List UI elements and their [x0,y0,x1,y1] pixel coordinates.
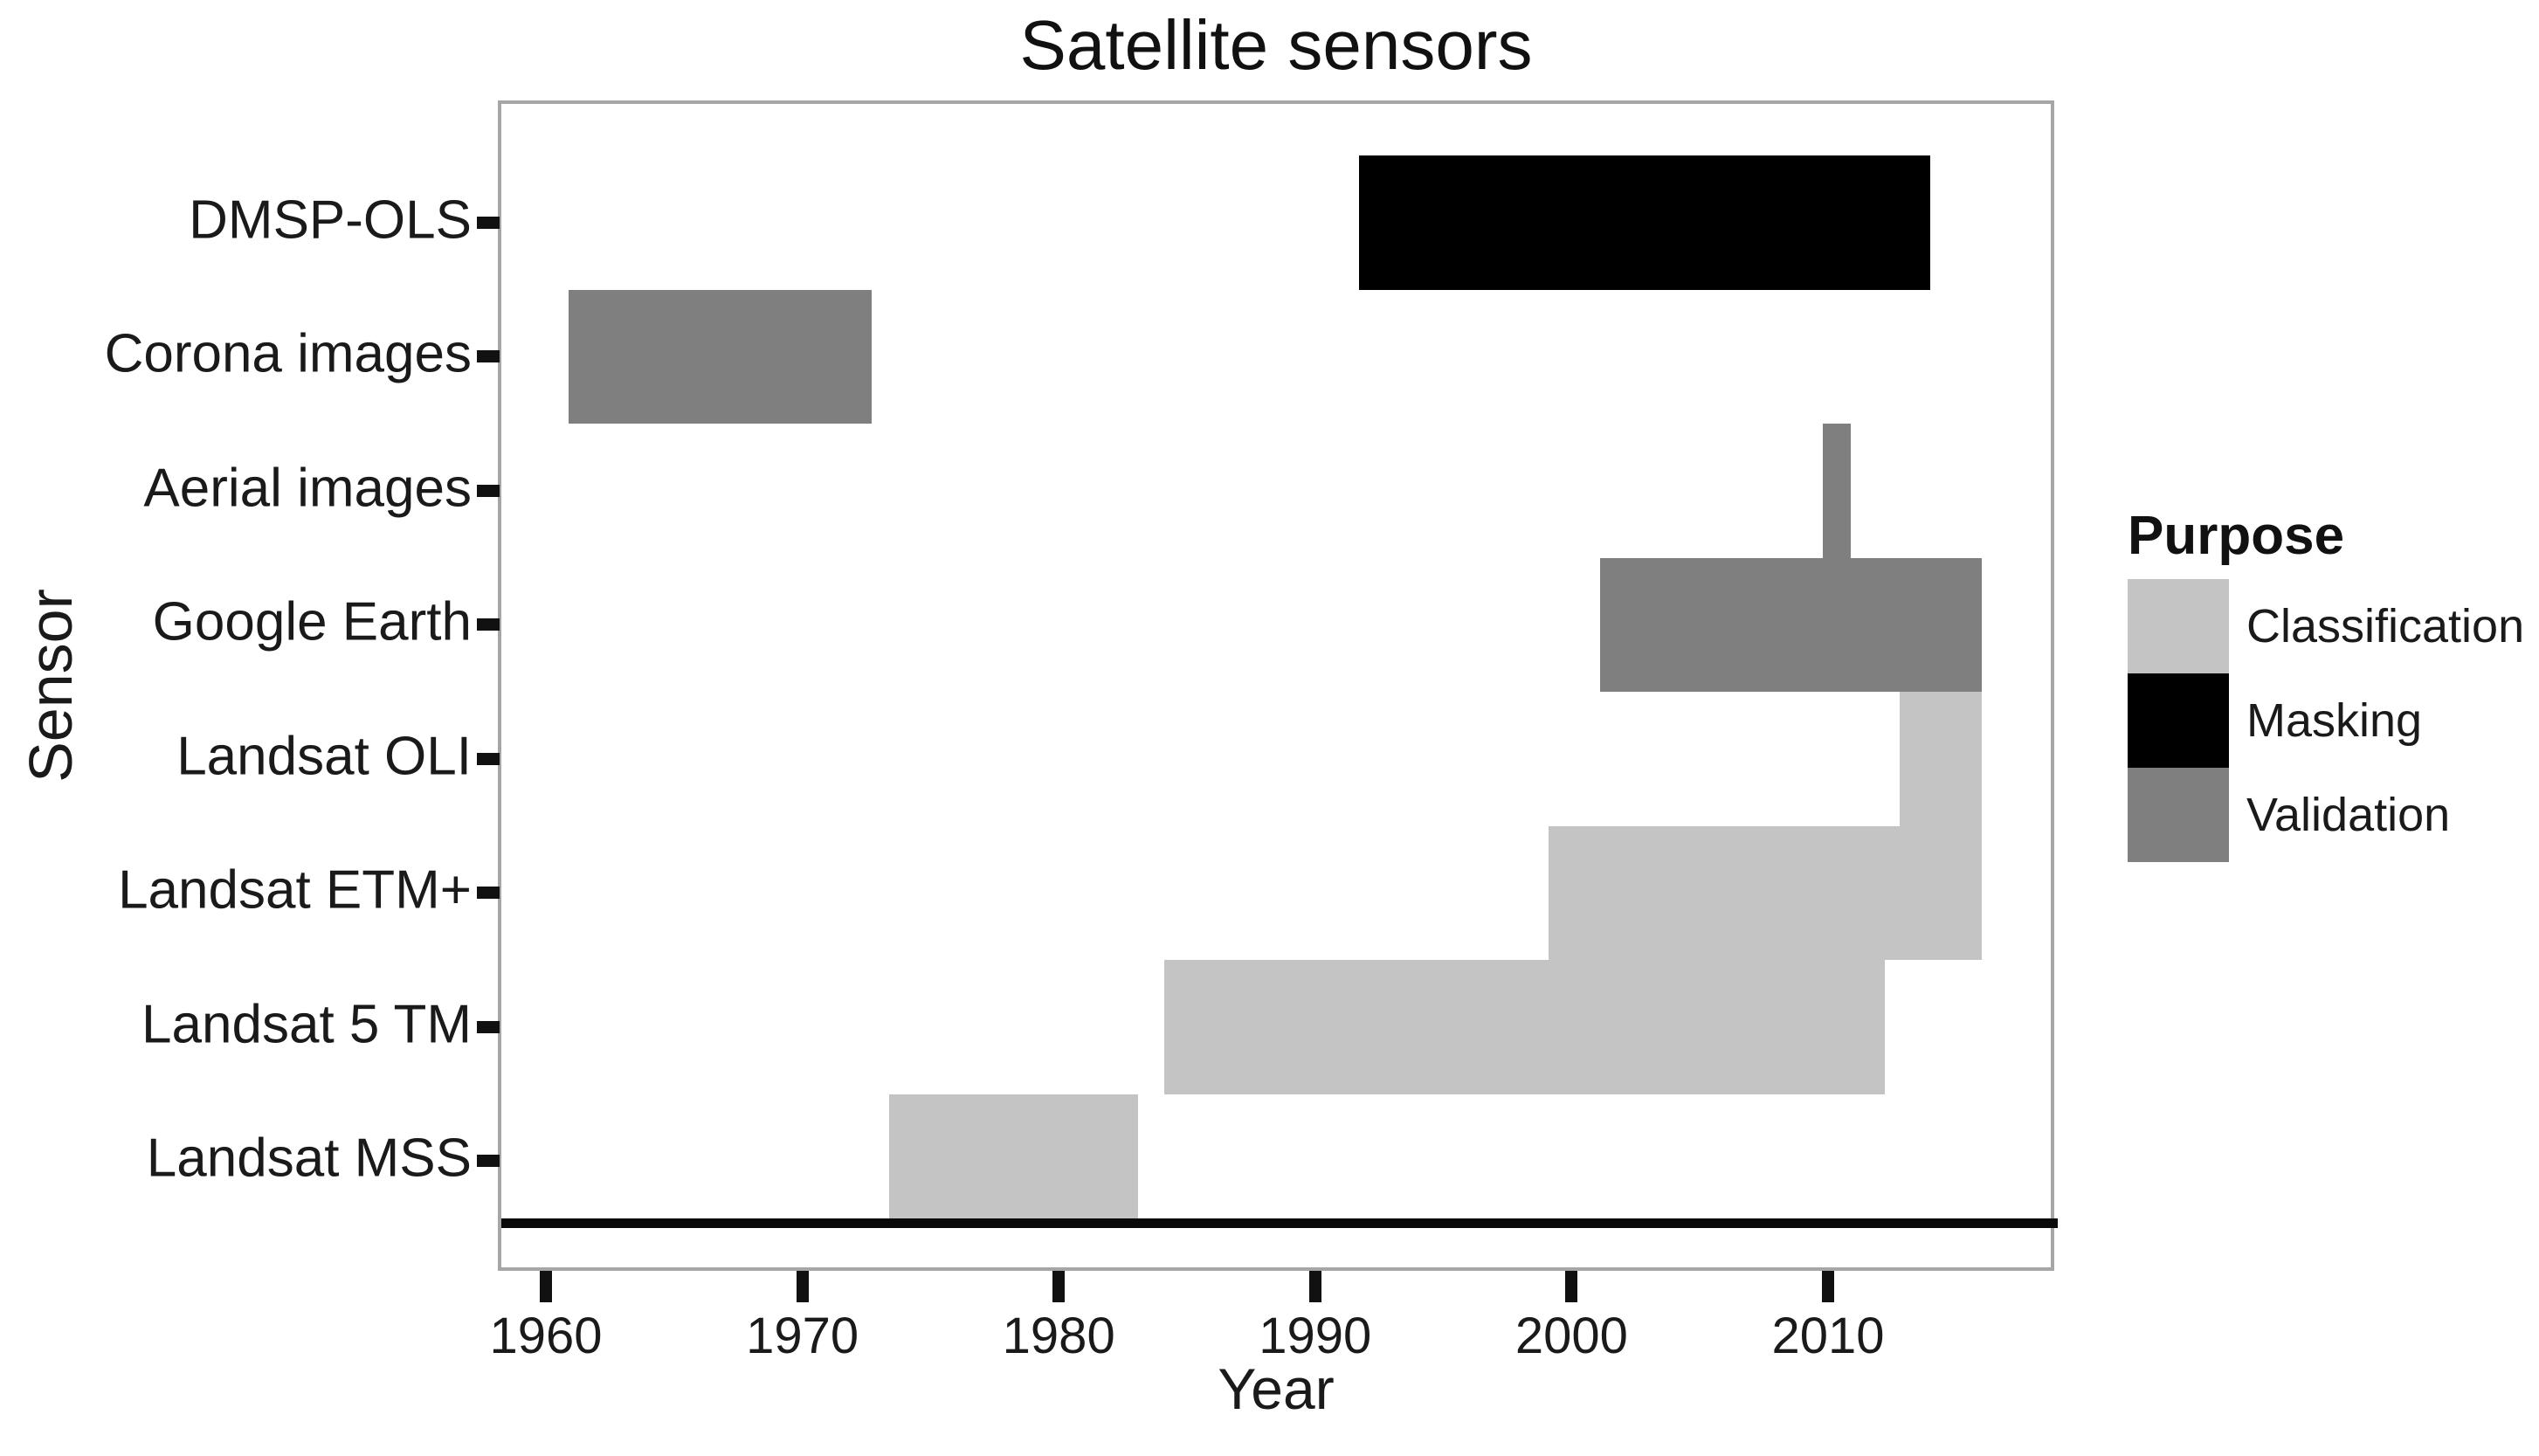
x-tick-mark [796,1271,809,1302]
legend-title: Purpose [2128,506,2345,566]
y-tick-mark [477,887,500,900]
y-tick-label-corona-images: Corona images [104,323,472,384]
legend-label-classification: Classification [2246,600,2525,652]
chart-title: Satellite sensors [1019,6,1533,84]
x-tick-mark [1565,1271,1578,1302]
y-tick-label-aerial-images: Aerial images [143,458,472,519]
x-tick-mark [1308,1271,1321,1302]
bar-landsat-mss [889,1094,1139,1228]
x-tick-label-1980: 1980 [1002,1308,1115,1364]
x-tick-label-2010: 2010 [1771,1308,1885,1364]
y-tick-label-landsat-etm-: Landsat ETM+ [118,859,472,921]
y-tick-label-landsat-5-tm: Landsat 5 TM [141,994,472,1055]
legend-label-validation: Validation [2246,789,2451,841]
bar-landsat-5-tm [1163,960,1885,1094]
y-tick-mark [477,1155,500,1168]
x-tick-label-1990: 1990 [1259,1308,1372,1364]
bar-landsat-etm- [1548,825,1983,960]
y-tick-mark [477,618,500,631]
legend-label-masking: Masking [2246,694,2423,747]
plot-area [498,100,2058,1271]
x-tick-mark [540,1271,552,1302]
x-axis-title: Year [1218,1356,1335,1421]
x-tick-mark [1822,1271,1834,1302]
legend-swatch-masking [2128,673,2229,768]
legend-swatch-validation [2128,768,2229,862]
legend-swatch-classification [2128,579,2229,673]
bar-corona-images [569,289,872,424]
x-tick-label-1960: 1960 [489,1308,603,1364]
y-tick-mark [477,484,500,497]
y-tick-mark [477,1020,500,1033]
y-tick-mark [477,350,500,363]
y-tick-mark [477,216,500,229]
x-tick-label-2000: 2000 [1514,1308,1628,1364]
bar-aerial-images [1823,424,1852,558]
y-tick-label-landsat-mss: Landsat MSS [146,1128,472,1189]
y-tick-label-dmsp-ols: DMSP-OLS [189,190,472,251]
y-tick-label-landsat-oli: Landsat OLI [176,726,472,787]
y-tick-mark [477,752,500,765]
bar-google-earth [1599,557,1983,692]
baseline-rule [501,1218,2058,1228]
y-tick-label-google-earth: Google Earth [152,591,472,652]
bar-dmsp-ols [1358,155,1931,290]
x-tick-label-1970: 1970 [746,1308,859,1364]
bar-landsat-oli [1900,692,1983,826]
x-tick-mark [1052,1271,1066,1302]
